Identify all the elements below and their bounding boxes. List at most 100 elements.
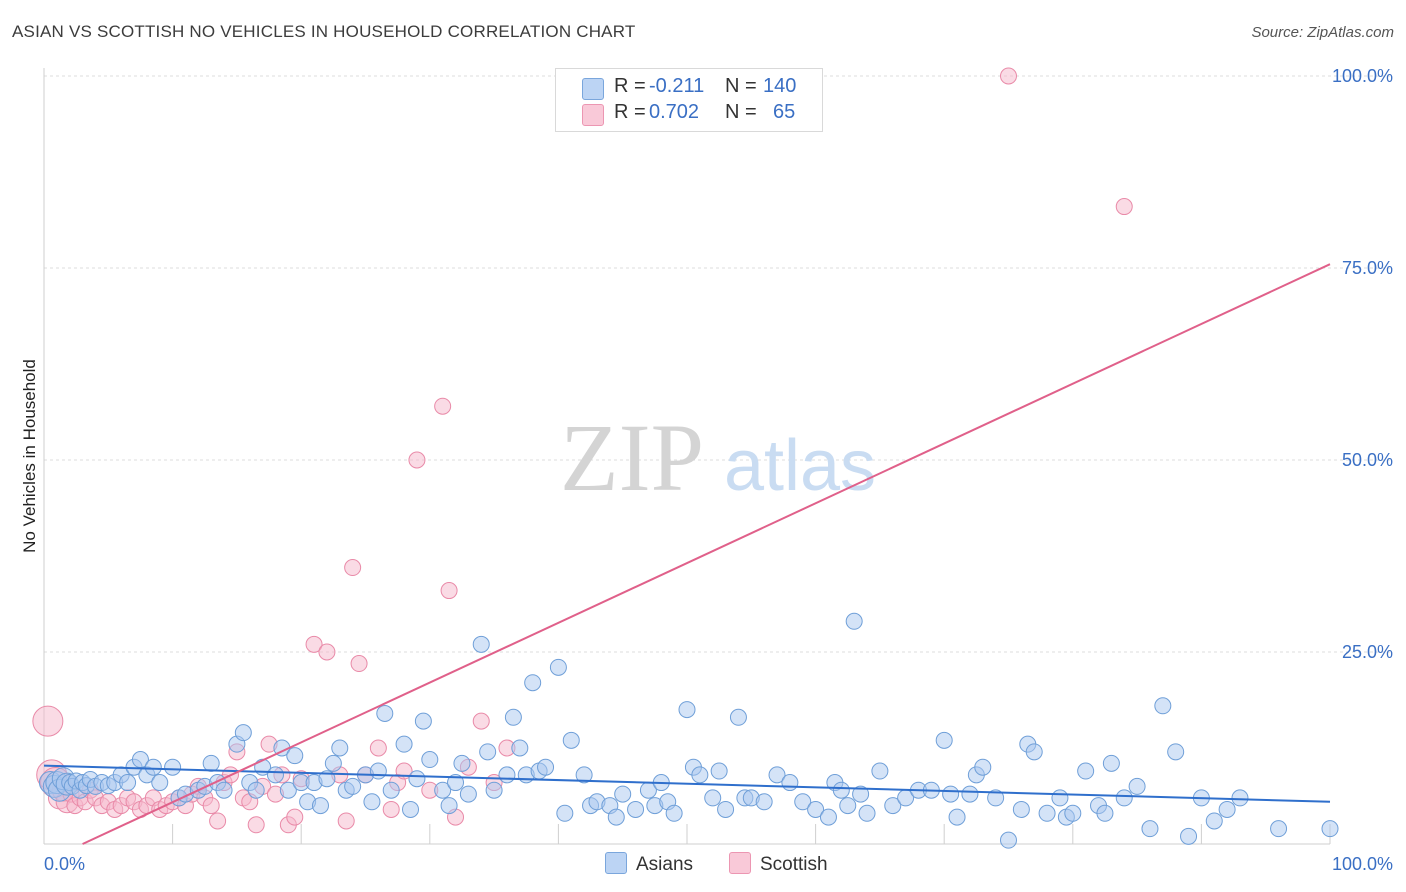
legend-row-scottish: R = 0.702 N = 65 (556, 101, 822, 127)
data-point-asians (768, 766, 786, 784)
source-label: Source: ZipAtlas.com (1251, 24, 1394, 41)
legend-n-value: 140 (763, 75, 797, 97)
legend-swatch-asians (582, 78, 604, 100)
data-point-asians (1167, 743, 1185, 761)
data-point-asians (627, 800, 645, 818)
data-point-asians (318, 770, 336, 788)
legend-r-label: R = (614, 101, 646, 123)
data-point-asians (1012, 800, 1030, 818)
data-point-asians (402, 800, 420, 818)
data-point-scottish (305, 635, 323, 653)
data-point-asians (961, 785, 979, 803)
data-point-asians (832, 781, 850, 799)
tick-labels: 25.0% 50.0% 75.0% 100.0% 0.0% 100.0% (44, 66, 1393, 874)
data-point-asians (1000, 831, 1017, 849)
x-tick-label: 100.0% (1332, 854, 1393, 874)
data-point-asians (1218, 800, 1236, 818)
data-point-asians (144, 758, 162, 776)
data-point-asians (453, 754, 471, 772)
bottom-legend-asians: Asians (605, 852, 693, 876)
data-point-asians (1064, 804, 1082, 822)
data-point-asians (1077, 762, 1095, 780)
data-point-asians (363, 793, 381, 811)
data-point-asians (691, 766, 709, 784)
data-point-asians (498, 766, 516, 784)
data-point-asians (215, 781, 233, 799)
data-point-asians (382, 781, 400, 799)
y-tick-label: 75.0% (1342, 258, 1393, 278)
series-asians (38, 612, 1339, 849)
data-point-scottish (318, 643, 336, 661)
data-point-scottish (408, 451, 426, 469)
data-point-asians (845, 612, 863, 630)
data-point-asians (755, 793, 773, 811)
trend-lines (43, 263, 1331, 845)
bottom-legend-label-scottish: Scottish (760, 854, 828, 875)
data-point-asians (279, 781, 297, 799)
data-point-asians (1180, 827, 1198, 845)
data-point-scottish (344, 559, 362, 577)
bottom-legend-label-asians: Asians (636, 854, 694, 875)
legend: R = -0.211 N = 140 R = 0.702 N = 65 (555, 68, 823, 132)
y-tick-label: 50.0% (1342, 450, 1393, 470)
data-point-asians (819, 808, 837, 826)
data-point-asians (1231, 789, 1249, 807)
data-point-asians (479, 743, 497, 761)
data-point-asians (344, 777, 362, 795)
data-point-scottish (32, 705, 64, 737)
data-point-asians (1270, 820, 1288, 838)
data-point-asians (331, 739, 349, 757)
bottom-legend-swatch-asians (605, 852, 627, 874)
legend-swatch-scottish (582, 104, 604, 126)
data-point-asians (504, 708, 522, 726)
legend-n-label: N = (725, 75, 757, 97)
data-point-asians (607, 808, 625, 826)
data-point-scottish (369, 739, 387, 757)
data-point-asians (1115, 789, 1133, 807)
data-point-asians (948, 808, 966, 826)
data-point-asians (440, 797, 458, 815)
data-point-asians (974, 758, 992, 776)
data-point-asians (781, 774, 799, 792)
data-point-asians (858, 804, 876, 822)
data-point-scottish (1115, 198, 1133, 216)
data-point-asians (556, 804, 574, 822)
data-point-asians (807, 800, 825, 818)
data-point-asians (1038, 804, 1056, 822)
data-point-asians (678, 701, 696, 719)
data-point-scottish (337, 812, 355, 830)
data-point-asians (1321, 820, 1339, 838)
data-point-asians (324, 754, 342, 772)
data-point-scottish (1000, 67, 1017, 85)
data-point-asians (151, 774, 169, 792)
data-point-asians (549, 658, 567, 676)
data-point-asians (524, 674, 542, 692)
data-point-scottish (434, 397, 452, 415)
data-point-asians (1102, 754, 1120, 772)
data-point-asians (710, 762, 728, 780)
data-point-asians (311, 797, 329, 815)
data-point-asians (459, 785, 477, 803)
data-point-asians (852, 785, 870, 803)
legend-n-value: 65 (773, 101, 796, 123)
legend-row-asians: R = -0.211 N = 140 (556, 75, 822, 101)
data-point-asians (987, 789, 1005, 807)
data-point-asians (266, 766, 284, 784)
data-point-scottish (440, 582, 458, 600)
data-point-asians (729, 708, 747, 726)
data-point-asians (794, 793, 812, 811)
trend-line-scottish (82, 263, 1331, 845)
legend-r-label: R = (614, 75, 646, 97)
trend-line-asians (43, 764, 1331, 803)
data-point-asians (884, 797, 902, 815)
bottom-legend-scottish: Scottish (729, 852, 828, 876)
data-point-asians (434, 781, 452, 799)
data-point-asians (1205, 812, 1223, 830)
legend-r-value: -0.211 (649, 75, 705, 97)
data-point-asians (202, 754, 220, 772)
data-point-asians (1141, 820, 1159, 838)
legend-r-value: 0.702 (649, 101, 700, 123)
data-point-asians (1096, 804, 1114, 822)
data-point-asians (485, 781, 503, 799)
data-point-asians (164, 758, 182, 776)
